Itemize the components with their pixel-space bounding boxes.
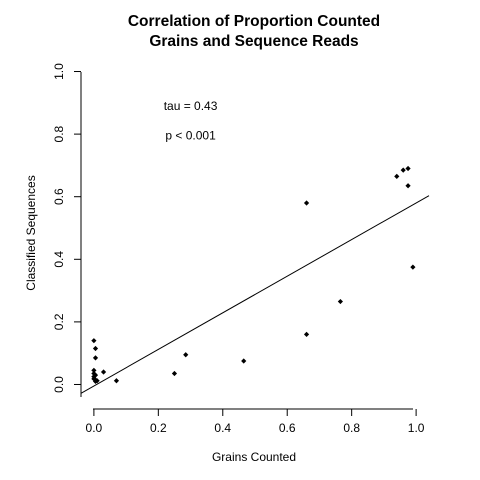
y-tick-label: 0.4 <box>52 251 66 268</box>
data-point <box>91 367 97 373</box>
p-value-annotation: p < 0.001 <box>165 129 216 143</box>
x-tick-label: 0.0 <box>86 421 103 435</box>
data-point <box>405 165 411 172</box>
x-tick-label: 1.0 <box>408 421 425 435</box>
x-axis-ticks: 0.0 0.2 0.4 0.6 0.8 1.0 <box>86 409 425 435</box>
data-point <box>92 378 99 384</box>
data-point <box>241 358 247 364</box>
data-points <box>91 165 416 384</box>
data-point <box>303 331 310 338</box>
data-point <box>92 355 99 361</box>
data-point <box>337 298 343 305</box>
data-point <box>171 370 178 377</box>
x-tick-label: 0.8 <box>343 421 360 435</box>
chart-title-line-2: Grains and Sequence Reads <box>149 33 358 50</box>
y-axis-ticks: 0.0 0.2 0.4 0.6 0.8 1.0 <box>52 63 81 393</box>
data-point <box>183 352 189 358</box>
data-point <box>410 264 416 270</box>
data-point <box>100 369 107 375</box>
data-point <box>91 338 97 344</box>
x-axis-label: Grains Counted <box>212 450 296 464</box>
tau-annotation: tau = 0.43 <box>164 99 218 113</box>
y-tick-label: 1.0 <box>52 63 66 80</box>
data-point <box>394 173 400 179</box>
y-tick-label: 0.6 <box>52 188 66 205</box>
x-tick-label: 0.4 <box>214 421 231 435</box>
regression-line <box>80 195 430 394</box>
data-point <box>113 378 120 384</box>
y-tick-label: 0.2 <box>52 313 66 330</box>
data-point <box>92 345 99 352</box>
y-tick-label: 0.8 <box>52 125 66 142</box>
data-point <box>303 200 310 206</box>
x-tick-label: 0.6 <box>279 421 296 435</box>
data-point <box>400 167 406 173</box>
data-point <box>405 183 411 189</box>
y-axis-label: Classified Sequences <box>24 175 38 290</box>
x-tick-label: 0.2 <box>150 421 167 435</box>
y-tick-label: 0.0 <box>52 376 66 393</box>
chart-title-line-1: Correlation of Proportion Counted <box>128 13 380 30</box>
